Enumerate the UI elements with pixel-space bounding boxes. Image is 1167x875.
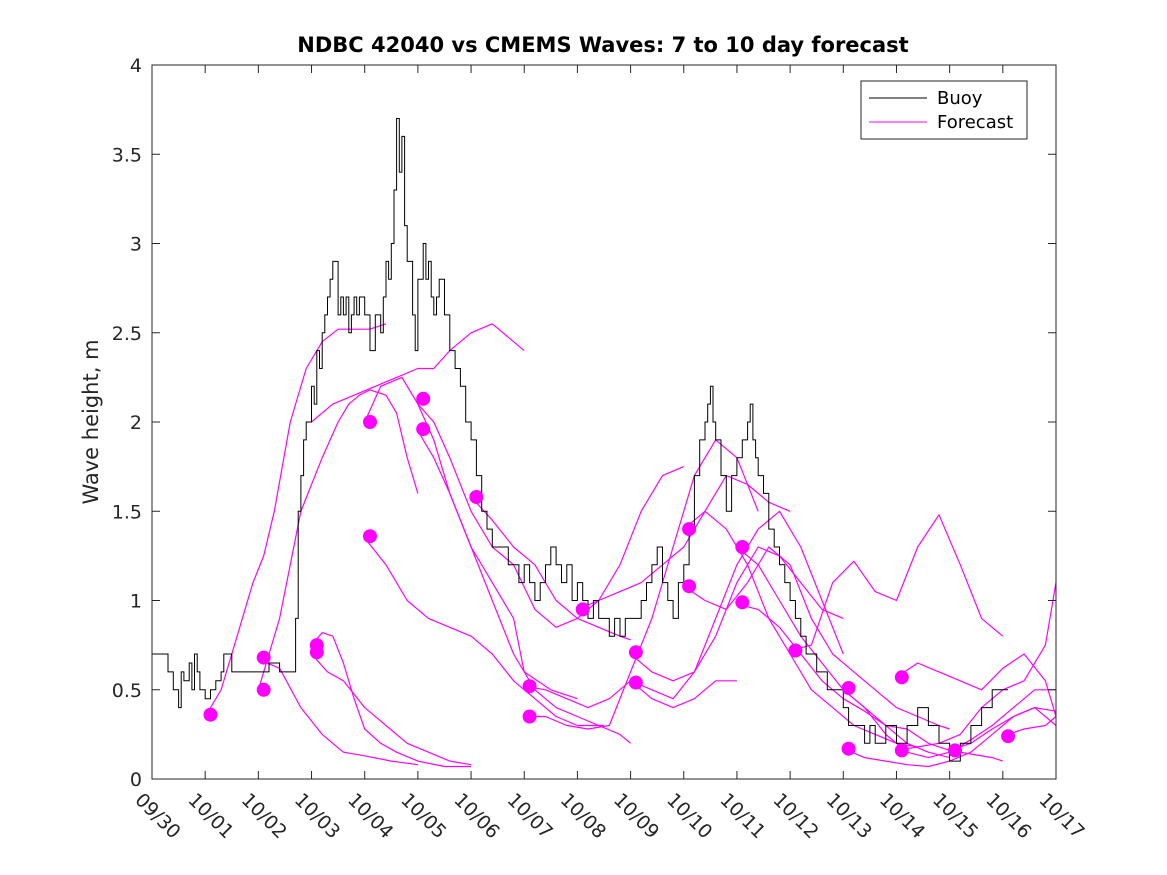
forecast-series-line-6 — [311, 323, 525, 423]
forecast-marker — [309, 645, 324, 660]
forecast-marker — [894, 743, 909, 758]
forecast-series-line-14 — [577, 475, 791, 610]
y-tick-label: 2.5 — [112, 323, 142, 345]
forecast-marker — [522, 709, 537, 724]
forecast-marker — [628, 645, 643, 660]
legend: Buoy Forecast — [860, 80, 1028, 140]
forecast-series-line-17 — [683, 510, 918, 748]
marker-layer — [203, 391, 1016, 758]
forecast-series-line-26 — [949, 706, 1057, 751]
forecast-series-line-3 — [257, 389, 419, 690]
forecast-series-line-1 — [204, 323, 387, 717]
y-tick-label: 1 — [130, 591, 142, 613]
forecast-series-line-2 — [258, 658, 418, 766]
forecast-marker — [363, 415, 377, 429]
forecast-series-line-18 — [683, 546, 950, 730]
forecast-series-line-15 — [630, 546, 844, 682]
forecast-marker — [735, 540, 750, 554]
forecast-marker — [948, 743, 962, 758]
forecast-marker — [416, 391, 431, 406]
y-tick-label: 0.5 — [112, 680, 142, 702]
forecast-marker — [522, 679, 537, 694]
y-tick-label: 3.5 — [112, 144, 142, 166]
y-axis-label: Wave height, m — [79, 339, 103, 504]
forecast-marker — [894, 670, 909, 685]
forecast-marker — [256, 682, 271, 697]
plot-area — [152, 65, 1056, 779]
legend-box — [860, 80, 1028, 140]
y-tick-label: 0 — [130, 769, 142, 791]
forecast-marker — [1001, 729, 1016, 744]
chart-title: NDBC 42040 vs CMEMS Waves: 7 to 10 day f… — [297, 33, 908, 57]
forecast-marker — [735, 595, 750, 610]
buoy-series-line — [152, 118, 1009, 762]
forecast-series-line-11 — [470, 466, 685, 620]
forecast-marker — [841, 681, 856, 695]
forecast-series-line-8 — [364, 537, 604, 727]
y-tick-label: 2 — [130, 412, 142, 434]
forecast-series-line-16 — [630, 510, 844, 700]
forecast-marker — [203, 707, 218, 722]
legend-buoy-label: Buoy — [937, 88, 983, 109]
y-tick-label: 3 — [130, 234, 142, 256]
legend-forecast-label: Forecast — [937, 112, 1013, 133]
forecast-series-line-21 — [789, 514, 1004, 652]
forecast-series-line-9 — [417, 403, 631, 641]
forecast-marker — [682, 579, 697, 594]
forecast-marker — [788, 643, 803, 658]
forecast-marker — [469, 490, 484, 504]
y-tick-label: 4 — [130, 55, 142, 77]
y-tick-label: 1.5 — [112, 501, 142, 523]
forecast-series-line-5 — [311, 653, 472, 766]
forecast-marker — [363, 529, 377, 544]
forecast-marker — [682, 522, 697, 537]
forecast-series-line-4 — [311, 631, 472, 768]
forecast-series-line-13 — [524, 439, 759, 730]
forecast-marker — [416, 422, 431, 437]
forecast-marker — [841, 741, 856, 756]
y-axis: 0 0.5 1 1.5 2 2.5 3 3.5 4 — [112, 55, 1056, 791]
forecast-series-line-24 — [896, 653, 1057, 717]
forecast-marker — [575, 602, 590, 617]
forecast-marker — [628, 675, 643, 690]
forecast-marker — [256, 650, 271, 665]
